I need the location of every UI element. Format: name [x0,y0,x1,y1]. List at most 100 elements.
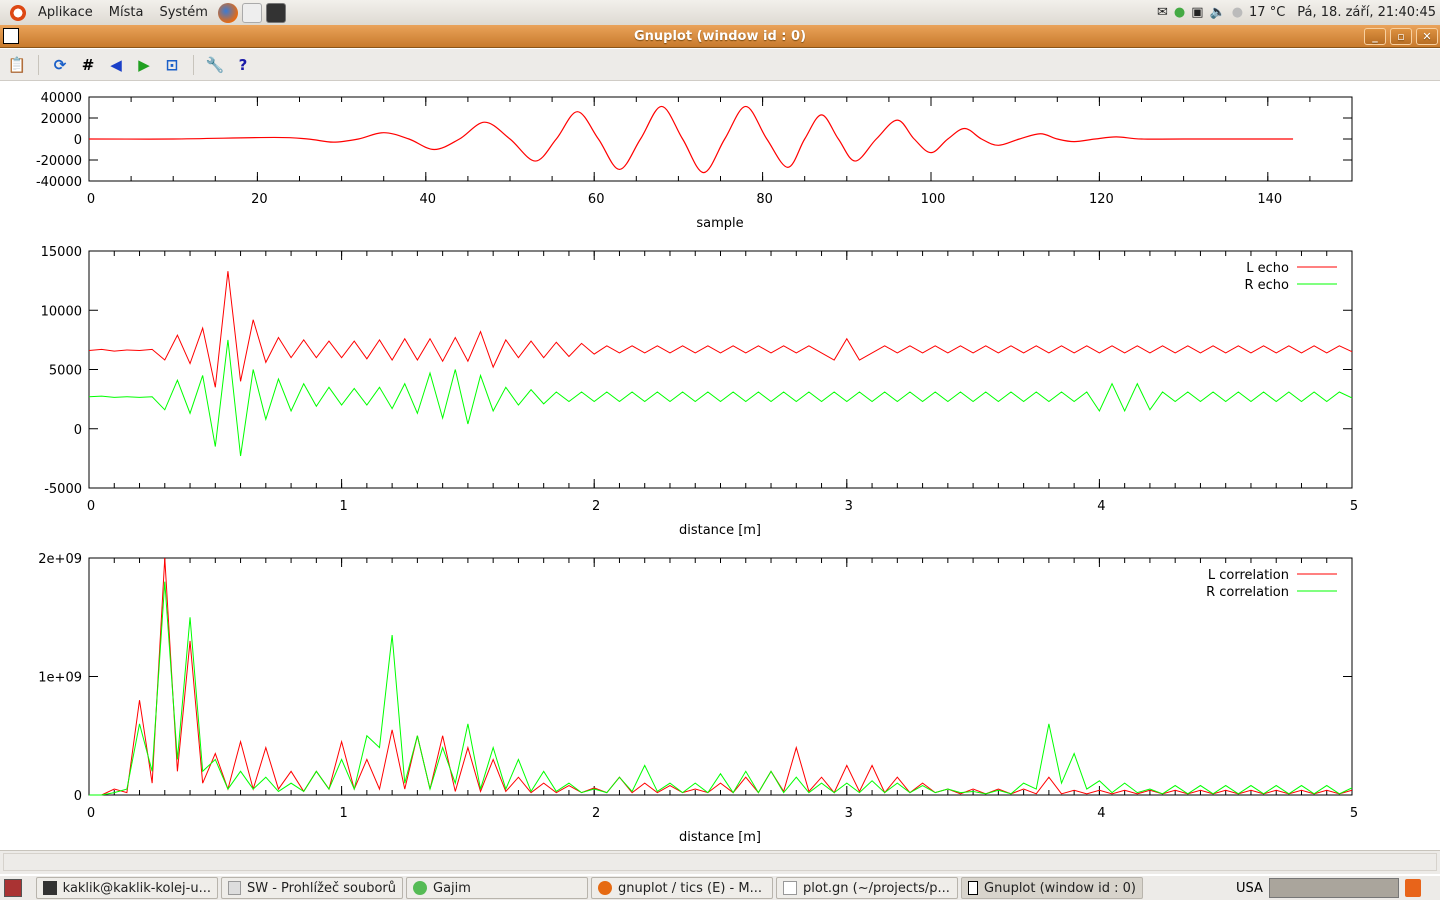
plot-frame [88,557,1353,796]
y-tick-label: 10000 [41,304,82,319]
volume-icon[interactable]: 🔈 [1209,5,1226,20]
taskbar-item-firefox[interactable]: gnuplot / tics (E) - M... [591,877,773,899]
menu-system[interactable]: Systém [159,5,208,20]
y-tick-label: 40000 [41,91,82,106]
x-tick-label: 4 [1097,806,1105,821]
series-line-2 [89,581,1353,796]
autoscale-icon[interactable]: ⊡ [165,55,179,74]
grid-icon[interactable]: # [81,55,95,74]
x-tick-label: 3 [845,806,853,821]
taskbar-item-gajim[interactable]: Gajim [406,877,588,899]
x-tick-label: 0 [87,499,95,514]
firefox-icon [598,881,612,895]
show-desktop-icon[interactable] [4,879,22,897]
y-tick-label: 0 [74,133,82,148]
file-browser-icon [228,881,241,895]
top-panel: Aplikace Místa Systém ✉ ● ▣ 🔈 ● 17 °C Pá… [0,0,1440,25]
trash-icon[interactable] [1404,879,1421,897]
legend-label: L correlation [1208,568,1289,583]
help-icon[interactable]: ? [238,55,248,74]
weather-icon: ● [1231,5,1244,20]
x-tick-label: 1 [339,499,347,514]
x-tick-label: 0 [87,192,95,207]
x-tick-label: 20 [251,192,268,207]
x-tick-label: 5 [1350,806,1358,821]
mail-launcher-icon[interactable] [241,2,262,23]
x-tick-label: 80 [756,192,773,207]
menu-applications[interactable]: Aplikace [38,5,93,20]
taskbar-item-file-browser[interactable]: SW - Prohlížeč souborů [221,877,403,899]
x-tick-label: 2 [592,806,600,821]
keyboard-layout[interactable]: USA [1236,880,1263,896]
temperature[interactable]: 17 °C [1249,5,1286,20]
series-line-1 [89,557,1353,796]
workspace-switcher[interactable] [1268,878,1399,898]
gnuplot-app-icon[interactable] [3,28,19,44]
x-tick-label: 0 [87,806,95,821]
options-wrench-icon[interactable]: 🔧 [205,55,225,74]
x-tick-label: 4 [1097,499,1105,514]
gajim-icon [413,881,427,895]
taskbar-item-gnuplot[interactable]: Gnuplot (window id : 0) [961,877,1143,899]
legend-label: L echo [1246,261,1289,276]
y-tick-label: 5000 [49,364,82,379]
replot-icon[interactable]: ⟳ [53,55,67,74]
ubuntu-logo-icon[interactable] [8,2,28,23]
x-tick-label: 120 [1089,192,1114,207]
gajim-tray-icon[interactable]: ● [1173,5,1186,20]
x-tick-label: 60 [588,192,605,207]
x-tick-label: 40 [420,192,437,207]
x-tick-label: 2 [592,499,600,514]
close-button[interactable]: ✕ [1416,28,1438,45]
network-icon[interactable]: ▣ [1191,5,1204,20]
toolbar: 📋 ⟳ # ◀ ▶ ⊡ 🔧 ? [0,49,1440,81]
copy-to-clipboard-icon[interactable]: 📋 [7,55,27,74]
y-tick-label: -40000 [36,175,82,190]
y-tick-label: 2e+09 [38,552,82,567]
y-tick-label: 1e+09 [38,671,82,686]
chart-1: 0 20 40 60 80 100 120 140 40000 20000 0 -20000 -4000… [36,91,1353,231]
status-bar [0,850,1440,874]
plot-frame [88,250,1353,489]
series-line-2 [88,339,1353,457]
y-tick-label: 15000 [41,245,82,260]
window-titlebar[interactable]: Gnuplot (window id : 0) _ ▫ ✕ [0,25,1440,48]
window-title: Gnuplot (window id : 0) [633,28,807,44]
x-tick-label: 100 [921,192,946,207]
y-tick-label: -20000 [36,154,82,169]
terminal-launcher-icon[interactable] [265,2,286,23]
series-line-1 [88,105,1294,174]
text-editor-icon [783,881,797,895]
gnuplot-icon [968,881,979,895]
clock[interactable]: Pá, 18. září, 21:40:45 [1297,5,1436,20]
x-axis-label: distance [m] [679,523,761,538]
x-axis-label: sample [696,216,743,231]
legend-label: R correlation [1206,585,1289,600]
zoom-previous-icon[interactable]: ◀ [110,55,122,74]
y-tick-label: 0 [74,423,82,438]
x-tick-label: 140 [1257,192,1282,207]
legend-label: R echo [1244,278,1289,293]
y-tick-label: 0 [74,789,82,804]
toolbar-separator [38,54,39,75]
x-tick-label: 3 [845,499,853,514]
plot-canvas[interactable]: 0 20 40 60 80 100 120 14040000200000-20000-4000… [0,82,1440,850]
taskbar: kaklik@kaklik-kolej-u... SW - Prohlížeč … [0,875,1440,900]
x-tick-label: 5 [1350,499,1358,514]
firefox-launcher-icon[interactable] [217,2,238,23]
zoom-next-icon[interactable]: ▶ [138,55,150,74]
x-axis-label: distance [m] [679,830,761,845]
menu-places[interactable]: Místa [108,5,144,20]
toolbar-separator [193,54,194,75]
maximize-button[interactable]: ▫ [1390,28,1412,45]
x-tick-label: 1 [339,806,347,821]
terminal-icon [43,881,57,895]
mail-notification-icon[interactable]: ✉ [1156,5,1168,20]
y-tick-label: 20000 [41,112,82,127]
taskbar-item-terminal[interactable]: kaklik@kaklik-kolej-u... [36,877,218,899]
chart-3: 0 1 2 3 4 5 2e+09 1e+09 0 distance [m] L correlati… [38,552,1358,845]
minimize-button[interactable]: _ [1364,28,1386,45]
y-tick-label: -5000 [44,482,82,497]
series-line-1 [88,271,1353,388]
taskbar-item-text-editor[interactable]: plot.gn (~/projects/p... [776,877,958,899]
